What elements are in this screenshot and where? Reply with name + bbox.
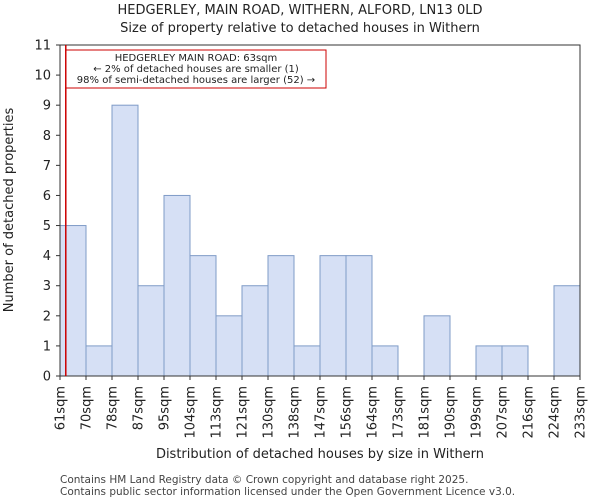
- y-axis-label: Number of detached properties: [2, 108, 17, 313]
- bar-70sqm: [85, 345, 113, 377]
- y-tick-label: 5: [43, 219, 51, 234]
- bars-group: [59, 104, 581, 377]
- x-tick-label: 130sqm: [262, 386, 277, 439]
- y-tick-label: 9: [43, 99, 51, 114]
- bar-121sqm: [241, 285, 269, 377]
- bar-61sqm: [59, 225, 87, 377]
- bar-181sqm: [423, 315, 451, 377]
- bar-164sqm: [371, 345, 399, 377]
- bar-156sqm: [345, 255, 373, 377]
- x-tick-label: 104sqm: [184, 386, 199, 439]
- bar-87sqm: [137, 285, 165, 377]
- annotation-line-1: HEDGERLEY MAIN ROAD: 63sqm: [115, 53, 278, 64]
- bar-207sqm: [501, 345, 529, 377]
- y-axis-ticks: 0 1 2 3 4 5 6 7 8 9 10 11: [34, 39, 60, 385]
- x-tick-label: 61sqm: [54, 386, 69, 430]
- annotation-box: HEDGERLEY MAIN ROAD: 63sqm ← 2% of detac…: [65, 49, 327, 89]
- bar-95sqm: [163, 194, 191, 377]
- x-tick-label: 138sqm: [288, 386, 303, 439]
- x-axis-label: Distribution of detached houses by size …: [156, 447, 484, 462]
- x-tick-label: 173sqm: [392, 386, 407, 439]
- x-tick-label: 147sqm: [314, 386, 329, 439]
- y-tick-label: 2: [43, 309, 51, 324]
- x-tick-label: 164sqm: [366, 386, 381, 439]
- annotation-line-2: ← 2% of detached houses are smaller (1): [93, 64, 299, 75]
- x-tick-label: 190sqm: [444, 386, 459, 439]
- annotation-border: [65, 49, 327, 89]
- x-tick-label: 95sqm: [158, 386, 173, 430]
- chart-title-line-2: Size of property relative to detached ho…: [120, 21, 480, 36]
- y-tick-label: 10: [34, 69, 51, 84]
- y-tick-label: 1: [43, 339, 51, 354]
- x-tick-label: 121sqm: [236, 386, 251, 439]
- x-tick-label: 87sqm: [132, 386, 147, 430]
- chart-title-line-1: HEDGERLEY, MAIN ROAD, WITHERN, ALFORD, L…: [118, 3, 483, 18]
- x-tick-label: 78sqm: [106, 386, 121, 430]
- footer-line-2: Contains public sector information licen…: [60, 486, 515, 498]
- x-tick-label: 207sqm: [496, 386, 511, 439]
- x-tick-label: 181sqm: [418, 386, 433, 439]
- y-tick-label: 0: [43, 370, 51, 385]
- bar-199sqm: [475, 345, 503, 377]
- x-tick-label: 70sqm: [80, 386, 95, 430]
- y-tick-label: 8: [43, 129, 51, 144]
- x-axis-ticks: 61sqm 70sqm 78sqm 87sqm 95sqm 104sqm 113sqm 121…: [54, 376, 589, 439]
- y-tick-label: 3: [43, 279, 51, 294]
- annotation-line-3: 98% of semi-detached houses are larger (…: [77, 75, 315, 86]
- bar-104sqm: [189, 255, 217, 377]
- y-tick-label: 11: [34, 39, 51, 54]
- bar-113sqm: [215, 315, 243, 377]
- x-tick-label: 113sqm: [210, 386, 225, 439]
- bar-130sqm: [267, 255, 295, 377]
- y-tick-label: 4: [43, 249, 51, 264]
- footer-line-1: Contains HM Land Registry data © Crown c…: [60, 474, 468, 486]
- x-tick-label: 224sqm: [548, 386, 563, 439]
- bar-147sqm: [319, 255, 347, 377]
- y-tick-label: 7: [43, 159, 51, 174]
- x-tick-label: 233sqm: [574, 386, 589, 439]
- x-tick-label: 216sqm: [522, 386, 537, 439]
- plot-frame: [59, 44, 581, 377]
- bar-138sqm: [293, 345, 321, 377]
- x-tick-label: 156sqm: [340, 386, 355, 439]
- x-tick-label: 199sqm: [470, 386, 485, 439]
- bar-78sqm: [111, 104, 139, 377]
- bar-224sqm: [553, 285, 581, 377]
- y-tick-label: 6: [43, 189, 51, 204]
